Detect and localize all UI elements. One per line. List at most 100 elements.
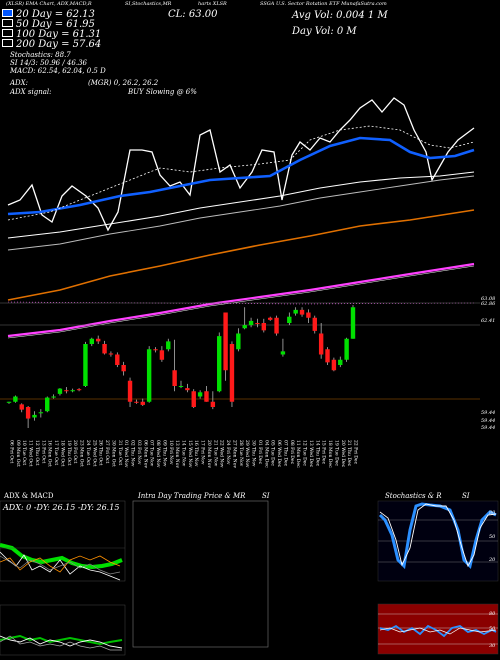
- macd-panel: [0, 604, 126, 656]
- date-tick-label: 17 Tue Oct: [53, 440, 59, 465]
- price-label-low-3: 59.44: [481, 425, 496, 431]
- candle-body: [159, 350, 165, 360]
- date-tick-label: 20 Wed Dec: [340, 440, 346, 468]
- date-tick-label: 06 Fri Oct: [9, 440, 15, 464]
- date-tick-label: 12 Thu Oct: [34, 440, 40, 466]
- ema-100-line: [7, 175, 475, 251]
- date-tick-label: 06 Mon Nov: [142, 440, 148, 468]
- date-tick-label: 23 Mon Oct: [79, 440, 85, 467]
- candle-body: [236, 333, 241, 350]
- date-tick-label: 25 Wed Oct: [91, 440, 97, 467]
- date-axis-labels: 06 Fri Oct 09 Mon Oct 10 Tue Oct 11 Wed Oct…: [9, 440, 359, 468]
- intraday-panel: [132, 500, 269, 648]
- candle-body: [57, 388, 63, 394]
- candle-body: [350, 307, 356, 339]
- candle-body: [25, 407, 31, 419]
- candle-body: [127, 380, 133, 402]
- date-tick-label: 10 Fri Nov: [168, 440, 174, 465]
- candle-body: [312, 317, 317, 331]
- date-tick-label: 19 Tue Dec: [333, 440, 339, 466]
- date-tick-label: 16 Mon Oct: [47, 440, 53, 467]
- candle-body: [19, 404, 24, 410]
- candle-body: [153, 349, 158, 351]
- intraday-si: SI: [262, 492, 270, 500]
- price-label-low-2: 59.44: [481, 418, 496, 424]
- candle-body: [76, 389, 82, 391]
- candle-body: [338, 359, 343, 365]
- candle-body: [32, 414, 37, 418]
- date-tick-label: 07 Tue Nov: [149, 440, 155, 467]
- stochastic-k-line: [378, 502, 497, 570]
- date-tick-label: 01 Fri Dec: [257, 440, 263, 465]
- price-label-top-2: 62.86: [481, 301, 496, 307]
- candle-body: [293, 309, 298, 314]
- candle-body: [274, 317, 279, 334]
- candle-body: [287, 316, 292, 323]
- oscillator-tick-label: 80: [489, 510, 496, 516]
- ema-20-line: [7, 136, 475, 216]
- ema-legend-label: 100 Day = 61.31: [16, 29, 102, 40]
- oscillator-tick-label: 50: [489, 534, 496, 540]
- candle-body: [89, 338, 95, 344]
- rsi-panel: [377, 603, 499, 655]
- candle-body: [306, 312, 311, 318]
- rsi-readout: SI 14/3: 50.96 / 46.36: [10, 59, 87, 67]
- adx-readout: ADX:: [10, 79, 29, 87]
- date-tick-label: 27 Mon Nov: [231, 440, 237, 468]
- candle-body: [299, 309, 305, 315]
- avg-vol-label: Avg Vol: 0.004 1 M: [292, 10, 388, 21]
- date-tick-label: 13 Mon Nov: [174, 440, 180, 468]
- date-tick-label: 21 Thu Dec: [346, 440, 352, 467]
- candle-body: [51, 396, 56, 398]
- candle-body: [64, 390, 69, 392]
- price-label-low-1: 59.44: [481, 410, 496, 416]
- ema-50-line: [7, 171, 475, 239]
- candle-body: [178, 386, 184, 387]
- date-tick-label: 18 Wed Oct: [59, 440, 65, 467]
- candle-body: [331, 359, 337, 371]
- header-title-1: (XLSR) EMA Chart, ADX,MACD,R: [6, 1, 92, 7]
- macd-green-line: [0, 634, 123, 646]
- date-tick-label: 05 Tue Dec: [270, 440, 276, 466]
- oscillator-tick-label: 20: [489, 557, 496, 563]
- candle-body: [13, 396, 18, 402]
- candle-body: [197, 392, 203, 397]
- candle-body: [248, 320, 254, 326]
- candle-body: [83, 344, 88, 386]
- date-tick-label: 04 Mon Dec: [263, 440, 269, 468]
- candle-body: [95, 338, 101, 342]
- candle-body: [191, 391, 196, 407]
- candle-body: [108, 353, 114, 355]
- date-tick-label: 29 Wed Nov: [244, 440, 250, 468]
- stochastics-readout: Stochastics: 88.7: [10, 51, 71, 59]
- ema-legend-label: 50 Day = 61.95: [16, 19, 95, 30]
- date-tick-label: 24 Tue Oct: [85, 440, 91, 465]
- candle-body: [121, 365, 126, 372]
- date-tick-label: 15 Wed Nov: [187, 440, 193, 468]
- date-tick-label: 15 Fri Dec: [321, 440, 327, 465]
- candle-body: [185, 388, 190, 391]
- date-tick-label: 22 Wed Nov: [219, 440, 225, 468]
- candle-body: [146, 349, 152, 402]
- date-tick-label: 13 Wed Dec: [308, 440, 314, 468]
- candle-body: [223, 312, 228, 371]
- candle-body: [210, 401, 216, 407]
- candle-body: [140, 401, 145, 405]
- price-label-top-1: 63.08: [481, 296, 496, 302]
- close-label: CL: 63.00: [168, 9, 218, 20]
- ema-200-line: [7, 209, 475, 301]
- candle-body: [325, 349, 330, 363]
- header-title-2: SI,Stochastics,MR: [125, 1, 172, 7]
- macd-white-line: [0, 635, 123, 649]
- date-tick-label: 24 Fri Nov: [225, 440, 231, 465]
- ema-swatch: [2, 29, 13, 37]
- date-tick-label: 21 Tue Nov: [212, 440, 218, 467]
- candle-body: [134, 401, 139, 403]
- candle-body: [318, 333, 324, 355]
- date-tick-label: 08 Fri Dec: [289, 440, 295, 465]
- candle-body: [70, 390, 75, 392]
- price-close-line: [7, 97, 475, 232]
- date-tick-label: 22 Fri Dec: [353, 440, 359, 465]
- candle-body: [204, 391, 209, 402]
- candle-body: [267, 317, 273, 320]
